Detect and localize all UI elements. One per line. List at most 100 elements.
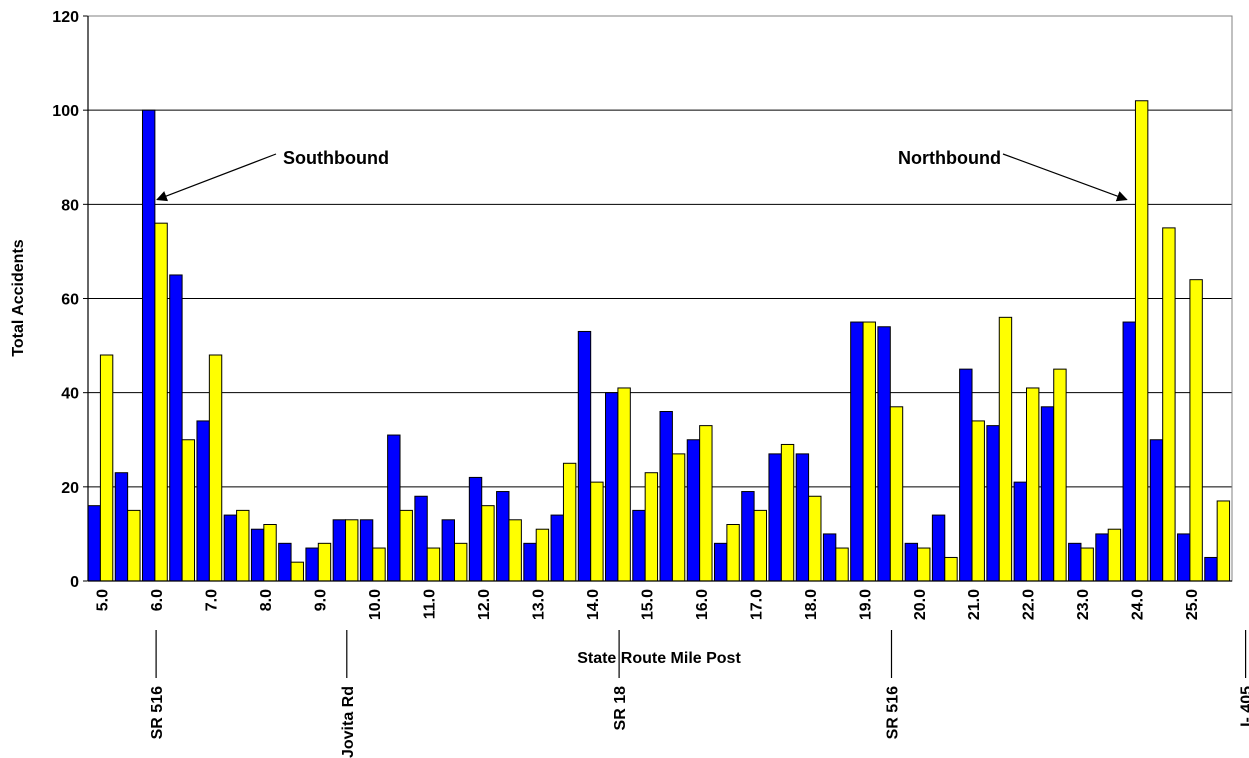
x-tick-label: 10.0 [367, 589, 384, 620]
bar-series-2 [1053, 368, 1067, 582]
bar-series-2 [1107, 528, 1122, 582]
bar-series-1 [1122, 321, 1136, 582]
bar-series-2 [808, 495, 822, 582]
y-axis-title: Total Accidents [10, 239, 27, 356]
bar-series-2 [835, 547, 849, 582]
annotation-arrow [1002, 153, 1128, 202]
bar-series-1 [768, 453, 782, 582]
x-tick-labels: 5.0 6.0 7.0 8.0 9.0 10.0 11.0 12.0 13.0 14.0 15.0 1… [95, 589, 1201, 620]
bar-series-2 [917, 547, 931, 582]
bar-series-1 [550, 514, 564, 582]
bar-series-2 [208, 354, 223, 582]
bar-series-1 [1149, 439, 1164, 582]
bar-series-1 [904, 542, 919, 582]
bar-series-2 [99, 354, 114, 582]
x-tick-label: 7.0 [204, 589, 221, 611]
bar-series-2 [345, 519, 359, 582]
bar-series-1 [850, 321, 864, 582]
bar-series-2 [1216, 500, 1231, 582]
bar-series-2 [535, 528, 550, 582]
bar-series-1 [114, 472, 129, 582]
bar-series-2 [971, 420, 985, 582]
y-tick-label: 60 [61, 292, 79, 309]
annotation-label: Southbound [283, 148, 389, 168]
bar-series-1 [741, 491, 755, 582]
x-tick-label: 15.0 [639, 589, 656, 620]
x-tick-label: 17.0 [748, 589, 765, 620]
bar-series-2 [998, 316, 1013, 582]
bar-series-2 [726, 524, 740, 582]
bar-series-2 [290, 561, 304, 582]
bar-series-2 [889, 406, 904, 582]
bar-series-2 [263, 524, 277, 582]
x-tick-label: 19.0 [857, 589, 874, 620]
x-axis-title: State Route Mile Post [577, 650, 741, 667]
bar-series-2 [562, 462, 577, 582]
bar-series-1 [496, 491, 510, 582]
landmark-label: SR 18 [612, 686, 629, 731]
bar-series-1 [87, 505, 101, 582]
bar-series-2 [1189, 279, 1203, 582]
x-tick-label: 25.0 [1184, 589, 1201, 620]
y-tick-label: 0 [70, 574, 79, 591]
bar-series-2 [454, 542, 468, 582]
bar-series-2 [944, 556, 958, 582]
bar-series-1 [959, 368, 973, 582]
x-tick-label: 18.0 [803, 589, 820, 620]
bar-series-2 [236, 509, 250, 582]
bar-series-1 [577, 330, 592, 582]
x-tick-label: 11.0 [422, 589, 439, 619]
annotation-label: Northbound [898, 148, 1001, 168]
landmark-label: SR 516 [149, 686, 166, 739]
bar-series-2 [317, 542, 332, 582]
bar-series-1 [359, 519, 374, 582]
x-tick-label: 23.0 [1075, 589, 1092, 620]
bar-series-2 [671, 453, 686, 582]
landmarks: SR 516 Jovita Rd SR 18 SR 516 I- 405 [149, 630, 1249, 758]
bar-series-1 [141, 109, 156, 582]
bar-series-2 [753, 509, 768, 582]
bars [87, 100, 1231, 582]
bar-series-2 [181, 439, 196, 582]
x-tick-label: 9.0 [313, 589, 330, 611]
y-tick-label: 100 [52, 103, 79, 120]
bar-series-1 [332, 519, 347, 582]
bar-series-1 [1068, 542, 1082, 582]
bar-series-1 [931, 514, 946, 582]
x-tick-label: 12.0 [476, 589, 493, 620]
y-tick-label: 40 [61, 386, 79, 403]
bar-series-2 [617, 387, 631, 582]
y-tick-label: 80 [61, 197, 79, 214]
landmark-label: Jovita Rd [340, 686, 357, 758]
bar-series-2 [1134, 100, 1149, 582]
bar-series-1 [169, 274, 183, 582]
y-tick-labels: 0 20 40 60 80 100 120 [52, 9, 79, 591]
x-tick-label: 8.0 [258, 589, 275, 611]
bar-series-2 [1162, 227, 1176, 582]
x-tick-label: 24.0 [1130, 589, 1147, 620]
bar-series-2 [372, 547, 386, 582]
bar-series-1 [1177, 533, 1191, 582]
bar-series-2 [426, 547, 441, 582]
bar-series-1 [196, 420, 210, 582]
bar-series-1 [523, 542, 537, 582]
bar-series-1 [986, 425, 1000, 582]
annotations: Southbound Northbound [156, 148, 1128, 202]
bar-series-1 [414, 495, 428, 582]
landmark-label: SR 516 [885, 686, 902, 739]
bar-series-1 [468, 476, 483, 582]
bar-series-1 [686, 439, 701, 582]
bar-series-1 [795, 453, 810, 582]
bar-series-2 [780, 443, 795, 582]
x-tick-label: 20.0 [912, 589, 929, 620]
bar-series-1 [305, 547, 319, 582]
x-tick-label: 5.0 [95, 589, 112, 611]
bar-series-1 [1013, 481, 1027, 582]
bar-series-2 [127, 509, 141, 582]
bar-series-2 [699, 425, 713, 582]
bar-series-2 [154, 222, 168, 582]
y-tick-label: 20 [61, 480, 79, 497]
x-tick-label: 16.0 [694, 589, 711, 620]
bar-series-1 [441, 519, 456, 582]
